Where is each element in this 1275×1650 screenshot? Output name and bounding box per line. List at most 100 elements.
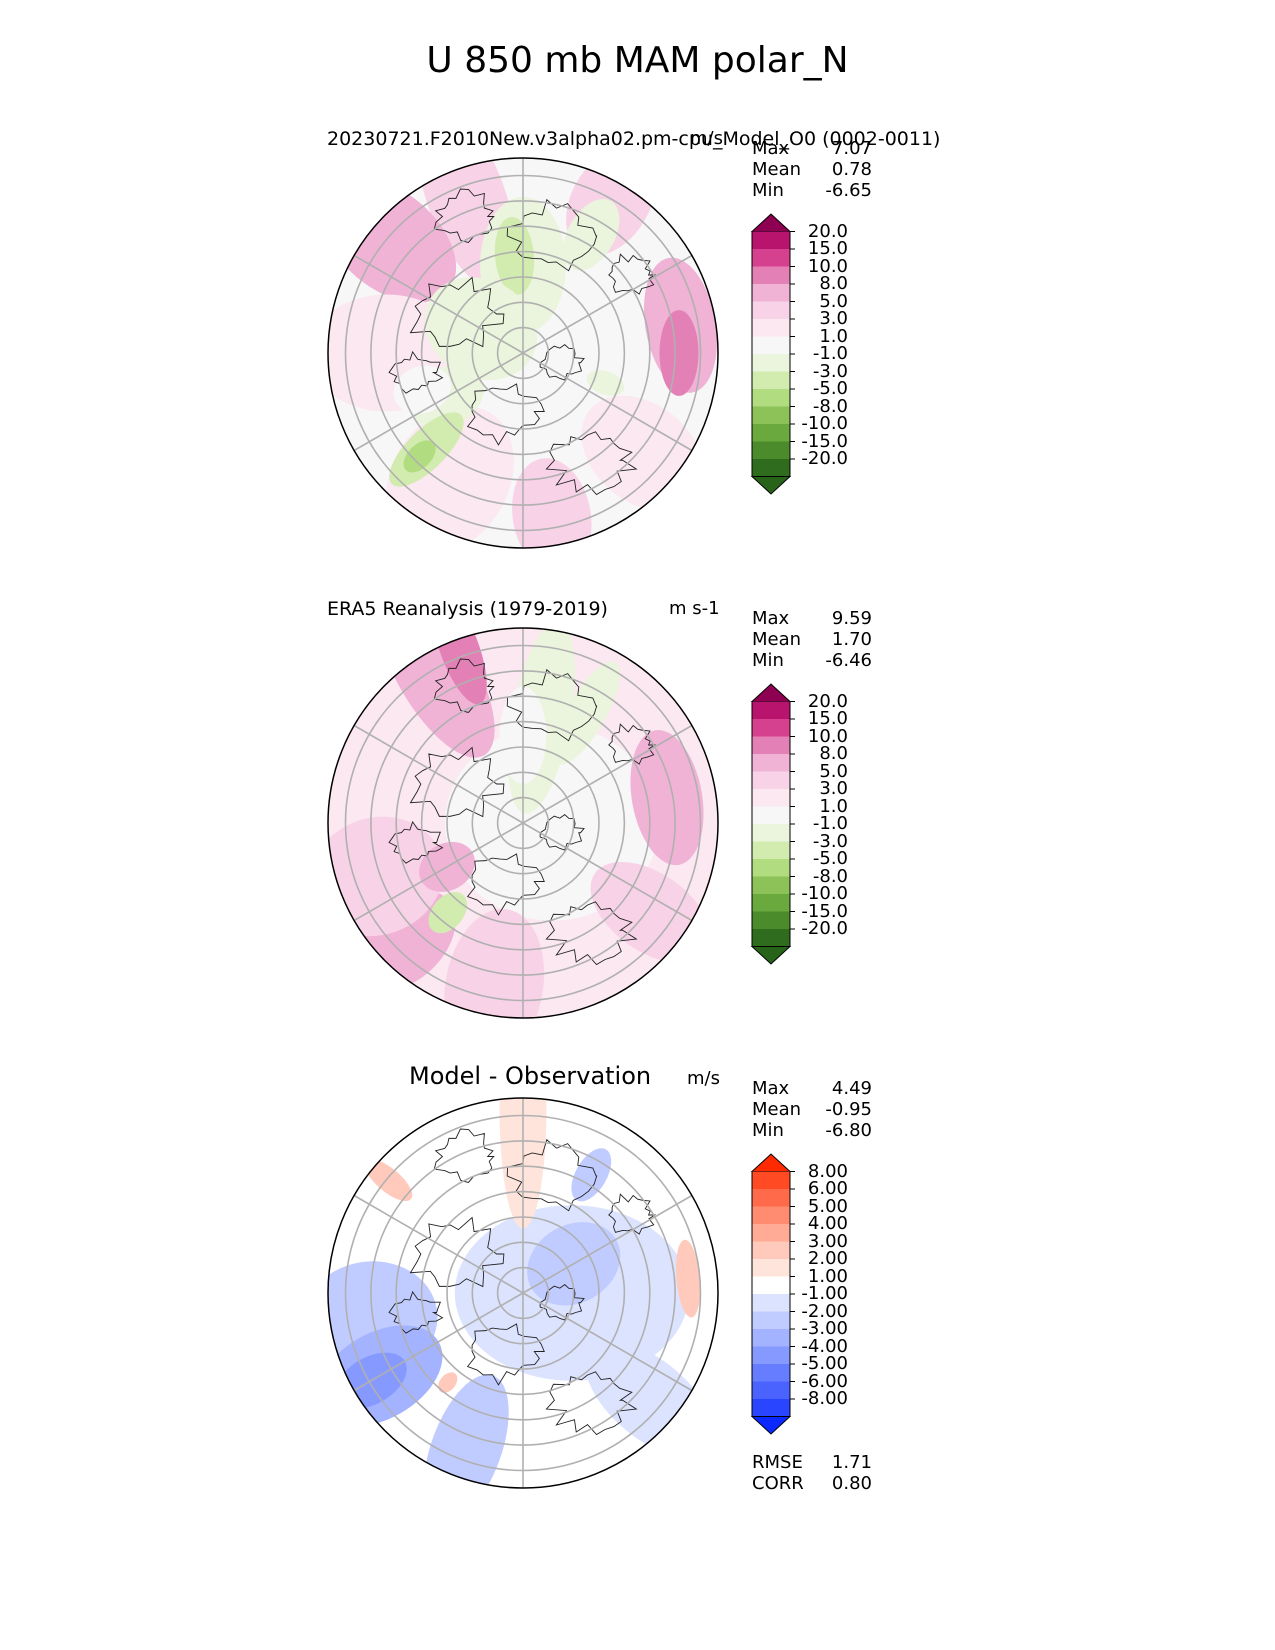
field-region bbox=[438, 1372, 458, 1393]
coastline bbox=[546, 1372, 636, 1435]
meridian-line bbox=[522, 724, 693, 824]
colorbar-tick-label: -20.0 bbox=[801, 918, 848, 939]
polar-map bbox=[327, 627, 719, 1019]
colorbar-swatch bbox=[752, 406, 790, 425]
colorbar-swatch bbox=[752, 719, 790, 737]
colorbar-swatch bbox=[752, 1381, 790, 1400]
graticule bbox=[344, 628, 702, 1018]
stat-max-label: Max bbox=[752, 1078, 790, 1099]
colorbar-swatch bbox=[750, 683, 792, 702]
colorbar-tick-label: 20.0 bbox=[807, 690, 848, 712]
map-frame bbox=[327, 627, 719, 1019]
units-label: m/s bbox=[687, 1068, 720, 1089]
colorbar-tick-label: -1.00 bbox=[801, 1283, 848, 1304]
colorbar-tick-label: 3.0 bbox=[819, 778, 848, 799]
units-label: m s-1 bbox=[669, 598, 720, 619]
field-region bbox=[444, 908, 545, 1018]
colorbar-tick-label: 10.0 bbox=[807, 725, 848, 747]
colorbar-swatch bbox=[752, 441, 790, 460]
colorbar-swatch bbox=[752, 301, 790, 320]
meridian-line bbox=[353, 1292, 524, 1392]
coastline bbox=[507, 200, 597, 271]
stat-max-label: Max bbox=[752, 608, 790, 629]
panel-title: 20230721.F2010New.v3alpha02.pm-cpu_Model… bbox=[327, 128, 941, 150]
colorbar-tick-label: 1.00 bbox=[807, 1265, 848, 1287]
colorbar-swatch bbox=[752, 701, 790, 720]
colorbar-swatch bbox=[750, 946, 792, 965]
colorbar-tick-label: 4.00 bbox=[807, 1213, 848, 1234]
colorbar-tick-label: -4.00 bbox=[801, 1335, 848, 1357]
stat-max-value: 9.59 bbox=[831, 608, 872, 629]
colorbar-tick-label: -5.0 bbox=[812, 848, 848, 869]
stat-mean-label: Mean bbox=[752, 629, 802, 650]
map-frame bbox=[327, 1097, 719, 1489]
colorbar-tick-label: -8.0 bbox=[812, 865, 848, 887]
colorbar-swatch bbox=[752, 911, 790, 930]
colorbar-tick-label: -2.00 bbox=[801, 1300, 848, 1322]
colorbar-swatch bbox=[752, 1276, 790, 1295]
colorbar-tick-label: -8.00 bbox=[801, 1388, 848, 1409]
colorbar-swatch bbox=[752, 1294, 790, 1312]
colorbar-swatch bbox=[750, 1153, 792, 1172]
colorbar-swatch bbox=[750, 213, 792, 232]
colorbar-tick-label: -3.0 bbox=[812, 360, 848, 382]
colorbar-swatch bbox=[752, 1206, 790, 1225]
colorbar-swatch bbox=[752, 806, 790, 825]
field-region bbox=[403, 440, 436, 473]
colorbar-swatch bbox=[752, 824, 790, 842]
colorbar-swatch bbox=[752, 1189, 790, 1207]
meridian-line bbox=[353, 254, 524, 354]
stat-min-label: Min bbox=[752, 1120, 784, 1141]
coastline bbox=[546, 902, 636, 965]
corr-value: 0.80 bbox=[831, 1473, 872, 1494]
coastline bbox=[609, 724, 655, 764]
colorbar-tick-label: 2.00 bbox=[807, 1248, 848, 1269]
colorbar-swatch bbox=[752, 319, 790, 337]
coastline bbox=[410, 1218, 503, 1287]
meridian-line bbox=[522, 254, 693, 354]
meridian-line bbox=[522, 822, 693, 922]
stat-mean-value: -0.95 bbox=[825, 1099, 872, 1120]
meridian-line bbox=[522, 352, 693, 452]
colorbar-tick-label: -20.0 bbox=[801, 448, 848, 469]
colorbar-tick-label: -1.0 bbox=[812, 813, 848, 834]
stat-mean-value: 0.78 bbox=[831, 159, 872, 180]
colorbar-tick-label: -15.0 bbox=[801, 430, 848, 452]
colorbar-swatch bbox=[752, 894, 790, 912]
colorbar-swatch bbox=[752, 736, 790, 755]
colorbar-swatch bbox=[752, 459, 790, 477]
rmse-label: RMSE bbox=[752, 1452, 803, 1473]
coastline bbox=[507, 1140, 597, 1211]
colorbar-tick-label: 5.00 bbox=[807, 1195, 848, 1217]
colorbar-swatch bbox=[752, 859, 790, 877]
colorbar-swatch bbox=[752, 841, 790, 860]
coastline bbox=[410, 278, 503, 347]
figure-title: U 850 mb MAM polar_N bbox=[426, 40, 849, 81]
wind-field bbox=[328, 628, 718, 1018]
field-region bbox=[563, 199, 620, 271]
stat-max-value: 4.49 bbox=[831, 1078, 872, 1099]
colorbar-swatch bbox=[750, 1416, 792, 1435]
colorbar-swatch bbox=[752, 1171, 790, 1190]
colorbar-swatch bbox=[752, 1329, 790, 1347]
colorbar-tick-label: -15.0 bbox=[801, 900, 848, 922]
colorbar-tick-label: 8.00 bbox=[807, 1160, 848, 1182]
stat-mean-value: 1.70 bbox=[831, 629, 872, 650]
units-label: m/s bbox=[690, 128, 723, 149]
colorbar-tick-label: -5.0 bbox=[812, 378, 848, 399]
stat-max-value: 7.07 bbox=[831, 138, 872, 159]
colorbar-tick-label: -10.0 bbox=[801, 883, 848, 904]
colorbar-tick-label: 1.0 bbox=[819, 795, 848, 817]
colorbar-swatch bbox=[752, 771, 790, 790]
coastline bbox=[389, 1292, 442, 1333]
field-region bbox=[375, 628, 495, 758]
colorbar bbox=[750, 213, 795, 495]
stat-max-label: Max bbox=[752, 138, 790, 159]
colorbar-tick-label: 3.00 bbox=[807, 1230, 848, 1252]
stat-min-value: -6.80 bbox=[825, 1120, 872, 1141]
field-region bbox=[428, 892, 468, 934]
colorbar-swatch bbox=[752, 1364, 790, 1382]
colorbar-tick-label: 10.0 bbox=[807, 255, 848, 277]
colorbar-tick-label: 3.0 bbox=[819, 308, 848, 329]
colorbar-tick-label: 5.0 bbox=[819, 290, 848, 312]
